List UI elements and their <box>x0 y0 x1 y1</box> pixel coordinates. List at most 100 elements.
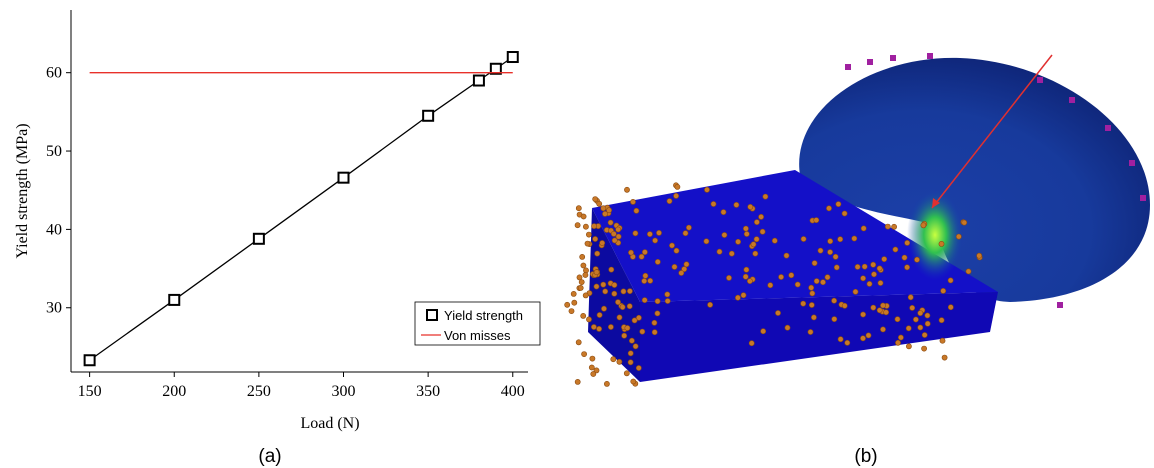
boundary-marker <box>564 301 571 308</box>
boundary-marker <box>604 380 610 387</box>
caption-a: (a) <box>258 446 281 467</box>
x-tick-label: 250 <box>247 383 271 400</box>
boundary-marker <box>632 343 639 350</box>
boundary-marker <box>909 304 916 311</box>
boundary-marker <box>619 304 626 310</box>
boundary-marker <box>574 222 581 229</box>
boundary-marker <box>570 290 577 297</box>
boundary-marker <box>652 237 658 244</box>
boundary-marker <box>593 269 600 276</box>
boundary-marker <box>607 219 614 226</box>
boundary-marker <box>907 294 914 301</box>
boundary-marker <box>582 272 589 278</box>
boundary-marker <box>813 217 820 223</box>
y-tick-label: 40 <box>46 221 62 238</box>
boundary-marker <box>831 297 837 304</box>
boundary-marker <box>630 198 636 205</box>
boundary-marker <box>876 265 883 272</box>
boundary-marker <box>577 284 584 291</box>
boundary-marker <box>728 250 735 257</box>
legend: Yield strength Von misses <box>414 301 541 346</box>
boundary-marker <box>651 319 658 326</box>
boundary-marker <box>881 256 888 262</box>
boundary-marker <box>576 274 583 281</box>
x-tick-label: 350 <box>416 383 440 400</box>
boundary-marker <box>742 273 749 280</box>
boundary-marker <box>941 354 948 361</box>
boundary-marker <box>608 266 615 273</box>
boundary-marker <box>654 310 661 317</box>
boundary-marker <box>682 230 689 237</box>
boundary-marker <box>627 288 633 294</box>
boundary-marker <box>623 370 630 377</box>
boundary-marker <box>636 314 642 321</box>
arrow-head <box>932 198 940 208</box>
boundary-marker <box>671 263 678 270</box>
boundary-marker <box>591 223 597 229</box>
boundary-marker <box>611 290 618 297</box>
boundary-marker <box>601 305 607 312</box>
boundary-marker <box>747 203 754 210</box>
boundary-marker <box>647 277 654 284</box>
boundary-marker <box>913 316 919 323</box>
boundary-marker <box>865 332 872 339</box>
rim-marker <box>927 53 933 59</box>
data-point <box>472 74 485 87</box>
boundary-marker <box>673 192 679 199</box>
boundary-marker <box>608 324 614 330</box>
boundary-marker <box>800 236 807 242</box>
boundary-marker <box>891 223 897 230</box>
boundary-marker <box>752 250 759 257</box>
boundary-marker <box>616 358 623 365</box>
boundary-marker <box>811 314 817 321</box>
boundary-marker <box>788 272 795 279</box>
boundary-marker <box>784 324 791 331</box>
boundary-marker <box>582 292 589 299</box>
boundary-marker <box>664 298 671 304</box>
boundary-marker <box>743 225 749 232</box>
boundary-marker <box>620 288 627 295</box>
boundary-marker <box>726 274 732 281</box>
boundary-marker <box>921 332 928 338</box>
boundary-marker <box>898 334 904 341</box>
boundary-marker <box>596 325 602 332</box>
boundary-marker <box>767 282 774 289</box>
boundary-marker <box>610 356 617 363</box>
boundary-marker <box>638 253 645 260</box>
boundary-marker <box>596 312 603 318</box>
data-point <box>83 354 96 367</box>
legend-marker <box>426 309 438 321</box>
rim-marker <box>1129 160 1135 166</box>
y-axis-label: Yield strength (MPa) <box>14 123 31 258</box>
boundary-marker <box>632 230 639 237</box>
boundary-marker <box>837 336 844 343</box>
boundary-marker <box>578 279 585 285</box>
boundary-marker <box>901 254 908 261</box>
boundary-marker <box>831 316 838 322</box>
data-point <box>506 51 519 64</box>
boundary-marker <box>574 378 581 385</box>
x-tick-label: 200 <box>162 383 186 400</box>
rim-marker <box>890 55 896 61</box>
y-tick-label: 60 <box>46 65 62 82</box>
boundary-marker <box>686 224 692 231</box>
boundary-marker <box>600 281 607 288</box>
boundary-marker <box>824 274 831 281</box>
boundary-marker <box>735 238 741 245</box>
caption-b: (b) <box>854 446 877 467</box>
boundary-marker <box>642 249 648 255</box>
data-point <box>337 171 350 184</box>
boundary-marker <box>841 302 848 309</box>
boundary-marker <box>955 233 962 240</box>
legend-label: Yield strength <box>444 308 523 323</box>
boundary-marker <box>591 324 597 330</box>
boundary-marker <box>837 236 844 243</box>
boundary-marker <box>917 310 924 316</box>
boundary-marker <box>610 230 617 237</box>
boundary-marker <box>750 241 757 248</box>
boundary-marker <box>906 343 912 350</box>
boundary-marker <box>626 303 633 310</box>
boundary-marker <box>743 231 750 237</box>
boundary-marker <box>820 279 826 286</box>
boundary-marker <box>586 316 592 323</box>
